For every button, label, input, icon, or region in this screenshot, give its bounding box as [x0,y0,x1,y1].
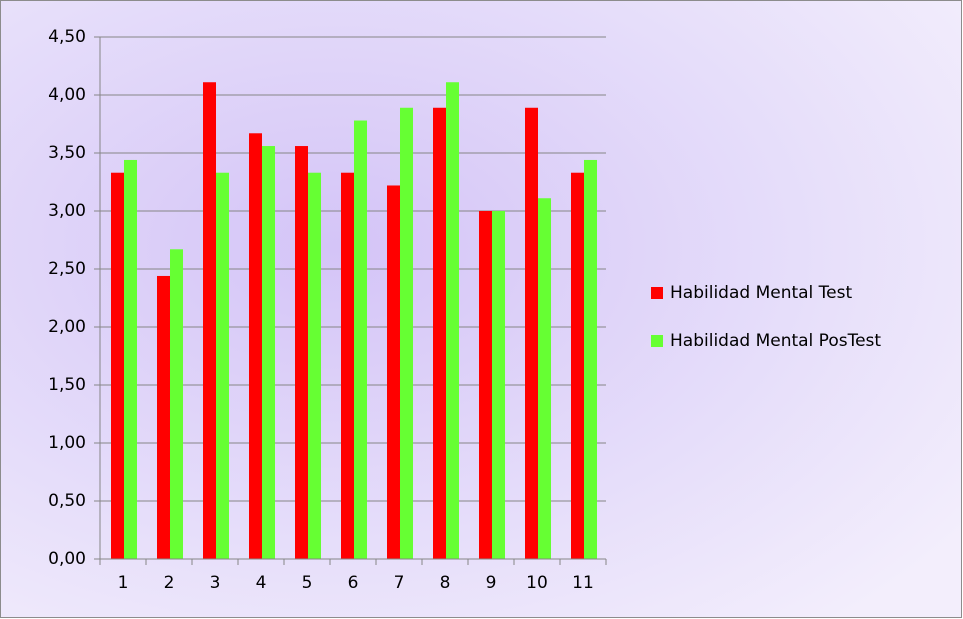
bar [538,198,551,560]
y-tick-label: 0,50 [48,491,86,511]
y-tick-label: 1,50 [48,375,86,395]
bar [446,82,459,560]
bar [111,172,124,559]
x-tick-label: 9 [486,573,497,593]
x-tick-label: 5 [302,573,313,593]
y-tick-label: 3,50 [48,143,86,163]
bar [157,275,170,559]
y-tick-label: 0,00 [48,549,86,569]
bar [262,146,275,560]
bar [571,172,584,559]
legend-swatch [651,335,663,347]
y-tick-label: 2,50 [48,259,86,279]
bar [249,133,262,559]
bar [203,82,216,560]
x-tick-label: 3 [210,573,221,593]
bar [295,146,308,560]
y-tick-label: 4,50 [48,27,86,47]
bar [400,107,413,559]
bar [525,107,538,559]
x-tick-label: 6 [348,573,359,593]
legend-label: Habilidad Mental PosTest [670,331,881,351]
bar [308,172,321,559]
bar [216,172,229,559]
y-tick-label: 1,00 [48,433,86,453]
x-tick-label: 4 [256,573,267,593]
x-tick-label: 10 [526,573,548,593]
x-tick-label: 1 [118,573,129,593]
bar [170,249,183,559]
x-tick-label: 7 [394,573,405,593]
x-tick-label: 8 [440,573,451,593]
y-tick-label: 3,00 [48,201,86,221]
bar [341,172,354,559]
y-tick-label: 2,00 [48,317,86,337]
bar [584,159,597,559]
legend-label: Habilidad Mental Test [670,283,852,303]
bar [492,211,505,559]
bar [479,211,492,559]
legend-swatch [651,287,663,299]
bar [354,120,367,560]
y-tick-label: 4,00 [48,85,86,105]
bar [433,107,446,559]
bar [124,159,137,559]
x-tick-label: 2 [164,573,175,593]
bar [387,185,400,560]
x-tick-label: 11 [572,573,594,593]
